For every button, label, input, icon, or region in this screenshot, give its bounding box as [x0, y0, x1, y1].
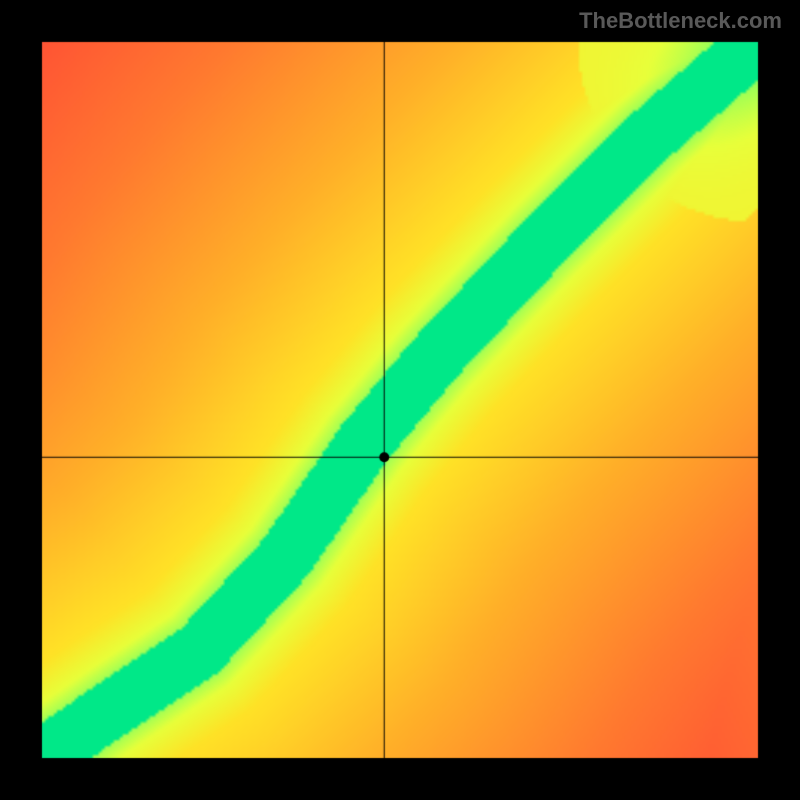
attribution-watermark: TheBottleneck.com — [579, 8, 782, 34]
bottleneck-heatmap — [0, 0, 800, 800]
chart-container: TheBottleneck.com — [0, 0, 800, 800]
